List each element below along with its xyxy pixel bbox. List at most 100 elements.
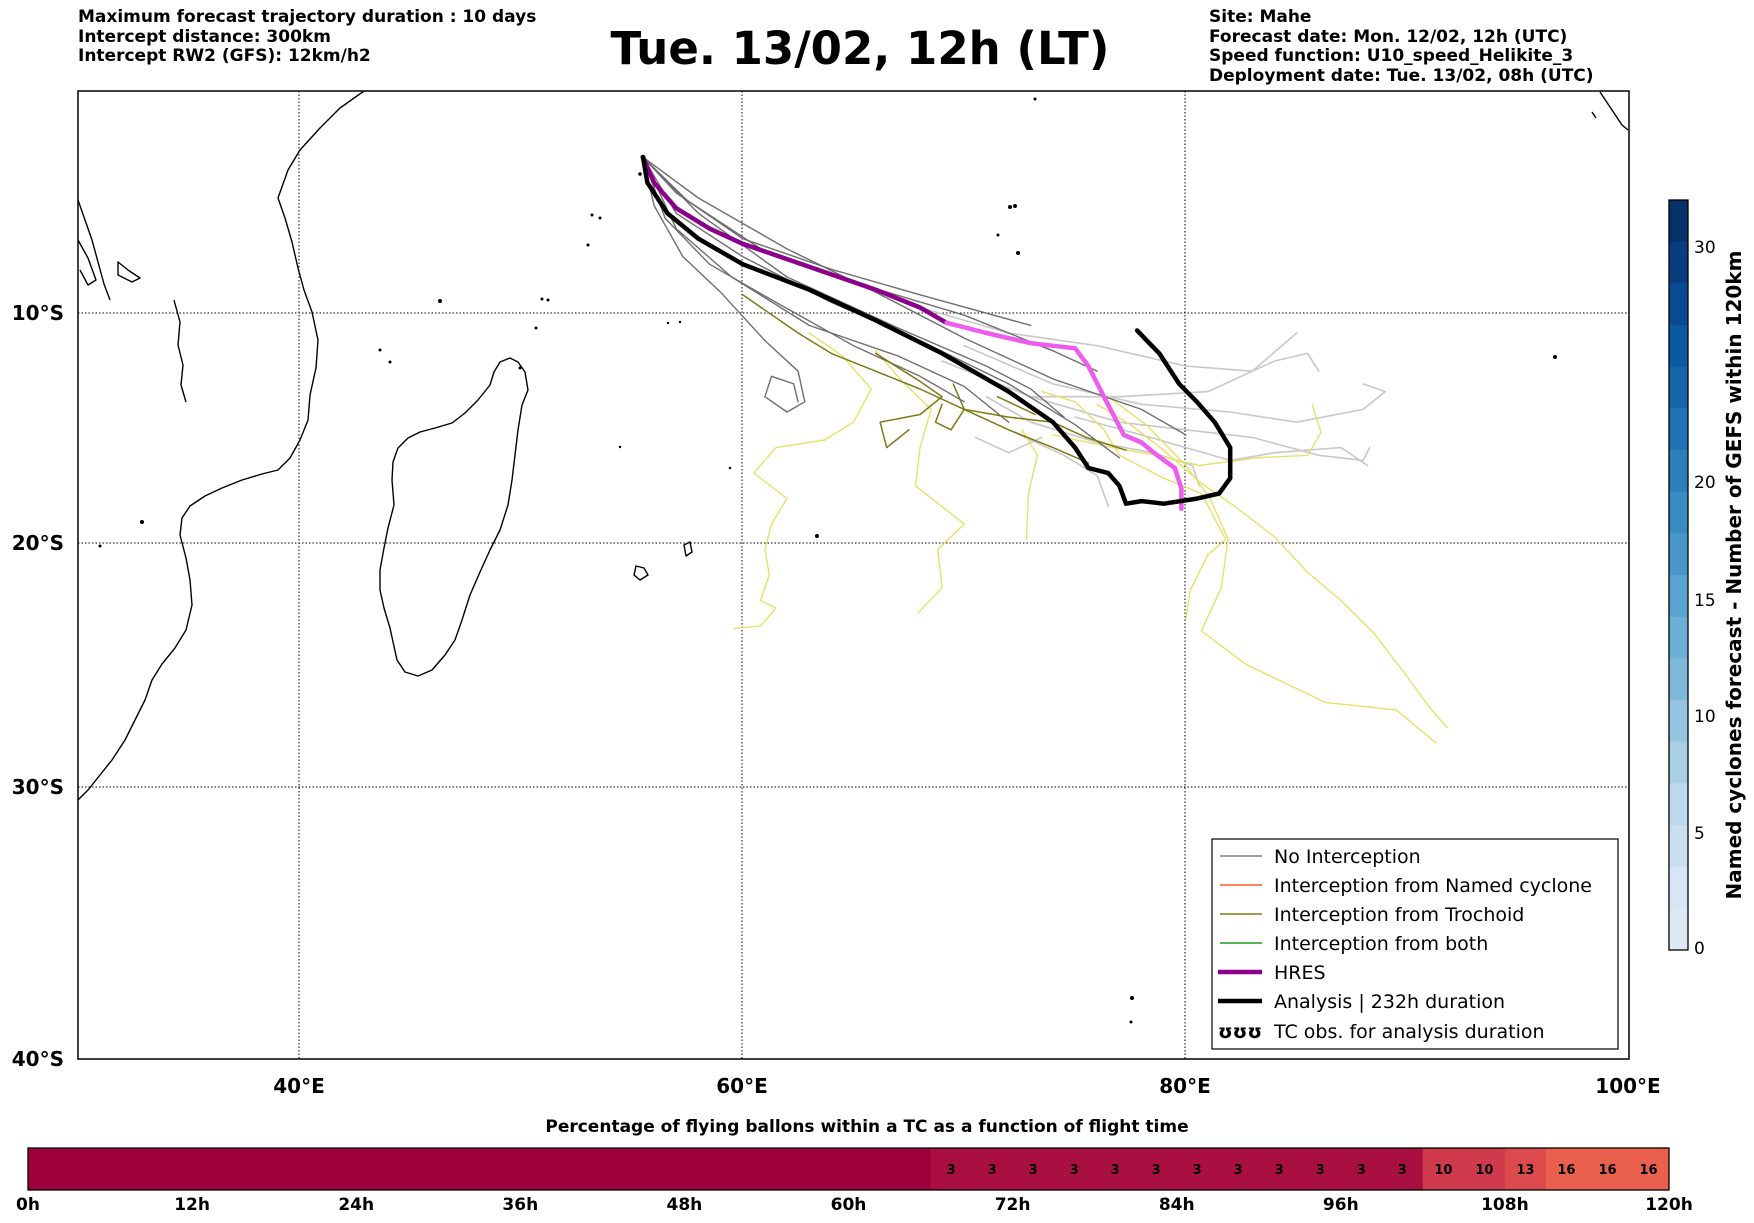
coastlines: [78, 91, 1629, 801]
cyclone-colorbar-segment: [1669, 450, 1688, 493]
gefs-track-late: [875, 350, 965, 614]
gefs-track-no-interception: [642, 156, 1065, 418]
lat-tick-label: 20°S: [12, 531, 64, 555]
gefs-track-late: [1052, 403, 1322, 467]
gefs-track-no-interception: [1007, 429, 1110, 507]
flight-time-segment: [889, 1148, 931, 1190]
flight-time-tick-label: 96h: [1323, 1195, 1359, 1215]
gefs-track-late: [1107, 396, 1437, 744]
gefs-track-no-interception: [974, 436, 1043, 454]
cbar-tick-label: 0: [1694, 939, 1705, 959]
flight-time-tick-label: 108h: [1481, 1195, 1529, 1215]
gefs-track-late: [1021, 429, 1039, 540]
flight-time-segment-value: 3: [1275, 1163, 1284, 1178]
page-title: Tue. 13/02, 12h (LT): [610, 22, 1110, 75]
hres-track: [640, 154, 949, 326]
flight-time-segment: [233, 1148, 275, 1190]
cyclone-colorbar-segment: [1669, 575, 1688, 618]
mauritius-coastline: [633, 565, 649, 581]
flight-time-segment-value: 3: [1357, 1163, 1366, 1178]
info-line: Deployment date: Tue. 13/02, 08h (UTC): [1209, 65, 1594, 86]
flight-time-segment: [1422, 1148, 1465, 1190]
gefs-track-late: [1041, 390, 1227, 619]
flight-time-segment: [28, 1148, 70, 1190]
flight-time-segment-value: 3: [1111, 1163, 1120, 1178]
flight-time-segment-value: 3: [1316, 1163, 1325, 1178]
cyclone-colorbar: [1669, 200, 1688, 951]
cyclone-colorbar-segment: [1669, 533, 1688, 576]
island-coastline: [1599, 91, 1629, 131]
gefs-track-trochoid: [874, 352, 943, 449]
flight-time-tick-label: 0h: [16, 1195, 40, 1215]
flight-time-segment: [438, 1148, 480, 1190]
cbar-tick-label: 5: [1694, 824, 1705, 844]
flight-time-segment: [643, 1148, 685, 1190]
flight-time-segment: [1012, 1148, 1055, 1190]
gefs-track-trochoid: [996, 395, 1036, 416]
flight-time-segment-value: 3: [988, 1163, 997, 1178]
gefs-track-no-interception: [985, 395, 1200, 487]
flight-time-segment: [192, 1148, 234, 1190]
madagascar-coastline: [379, 357, 529, 677]
lon-tick-label: 80°E: [1159, 1074, 1211, 1098]
gefs-track-no-interception: [642, 156, 1187, 436]
gefs-track-late: [1096, 403, 1448, 729]
flight-time-tick-label: 36h: [502, 1195, 538, 1215]
cyclone-colorbar-segment: [1669, 658, 1688, 701]
flight-time-segment: [1545, 1148, 1588, 1190]
flight-time-tick-label: 84h: [1159, 1195, 1195, 1215]
gefs-track-trochoid: [741, 294, 1090, 464]
lon-tick-label: 60°E: [716, 1074, 768, 1098]
island-coastline: [173, 299, 187, 403]
flight-time-segment: [274, 1148, 316, 1190]
lon-tick-label: 40°E: [273, 1074, 325, 1098]
flight-time-segment: [848, 1148, 890, 1190]
island-coastline: [117, 261, 141, 283]
flight-time-segment-value: 3: [1193, 1163, 1202, 1178]
flight-time-segment: [971, 1148, 1014, 1190]
cyclone-colorbar-segment: [1669, 825, 1688, 868]
cyclone-colorbar-segment: [1669, 366, 1688, 409]
flight-time-segment: [1053, 1148, 1096, 1190]
legend-label: HRES: [1274, 962, 1326, 984]
flight-time-segment: [315, 1148, 357, 1190]
africa-coastline: [78, 91, 365, 801]
flight-time-segment: [397, 1148, 439, 1190]
gefs-track-no-interception: [642, 156, 1121, 459]
flight-time-segment: [479, 1148, 521, 1190]
hres-track-extended: [944, 320, 1184, 512]
cyclone-colorbar-segment: [1669, 241, 1688, 284]
flight-time-segment-value: 16: [1598, 1163, 1616, 1178]
cyclone-colorbar-segment: [1669, 325, 1688, 368]
forecast-info-right: Site: Mahe Forecast date: Mon. 12/02, 12…: [1209, 7, 1594, 86]
info-line: Intercept distance: 300km: [78, 26, 331, 47]
island-coastline: [1591, 111, 1597, 119]
gefs-track-no-interception: [642, 156, 806, 413]
gefs-track-late: [733, 332, 872, 630]
cyclone-colorbar-frame: [1668, 199, 1689, 951]
flight-time-segment-value: 10: [1434, 1163, 1452, 1178]
flight-time-segment: [766, 1148, 808, 1190]
lat-tick-label: 40°S: [12, 1047, 64, 1071]
flight-time-segment: [807, 1148, 849, 1190]
flight-time-segment-value: 3: [1070, 1163, 1079, 1178]
flight-time-segment-value: 3: [1398, 1163, 1407, 1178]
flight-time-segment: [1135, 1148, 1178, 1190]
cyclone-colorbar-segment: [1669, 283, 1688, 326]
flight-time-colorbar-title: Percentage of flying ballons within a TC…: [545, 1117, 1188, 1137]
tc-obs-symbol-icon: ʊʊʊ: [1218, 1021, 1262, 1043]
flight-time-segment-value: 3: [1234, 1163, 1243, 1178]
legend-box: [1211, 838, 1619, 1050]
legend-label: Interception from Trochoid: [1274, 904, 1524, 926]
cbar-tick-label: 30: [1694, 238, 1716, 258]
flight-time-segment-value: 3: [947, 1163, 956, 1178]
flight-time-segment-value: 3: [1029, 1163, 1038, 1178]
flight-time-colorbar-frame: [27, 1147, 1670, 1191]
legend-label: Interception from both: [1274, 933, 1488, 955]
flight-time-segment: [561, 1148, 603, 1190]
flight-time-segment-value: 13: [1516, 1163, 1534, 1178]
map-frame: [77, 90, 1630, 1060]
flight-time-tick-label: 120h: [1645, 1195, 1693, 1215]
flight-time-segment: [151, 1148, 193, 1190]
flight-time-segment: [1299, 1148, 1342, 1190]
